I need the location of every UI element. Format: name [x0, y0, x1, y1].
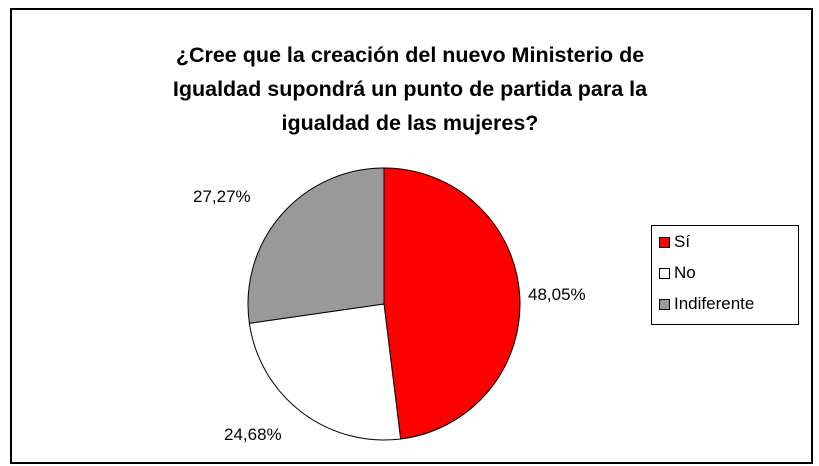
legend-swatch-si: [659, 236, 670, 248]
legend-item-si: Sí: [659, 232, 690, 252]
chart-title-line: ¿Cree que la creación del nuevo Minister…: [175, 43, 645, 67]
pie-slice-indiferente: [247, 167, 385, 324]
pie-slice-si: [383, 167, 521, 440]
legend-label-no: No: [674, 263, 696, 282]
data-label-indiferente: 27,27%: [193, 187, 251, 206]
data-label-si: 48,05%: [528, 285, 586, 304]
legend-item-no: No: [659, 263, 696, 283]
legend-swatch-no: [659, 267, 670, 279]
legend-item-indiferente: Indiferente: [659, 294, 754, 314]
chart-title-line: Igualdad supondrá un punto de partida pa…: [172, 77, 648, 101]
legend-swatch-indiferente: [659, 298, 670, 310]
legend-label-si: Sí: [674, 232, 691, 251]
chart-title: ¿Cree que la creación del nuevo Minister…: [110, 38, 710, 140]
data-label-no: 24,68%: [224, 425, 282, 444]
legend: Sí No Indiferente: [651, 225, 799, 325]
legend-label-indiferente: Indiferente: [674, 294, 755, 313]
chart-title-line: igualdad de las mujeres?: [281, 111, 539, 135]
pie-slice-no: [248, 303, 402, 441]
